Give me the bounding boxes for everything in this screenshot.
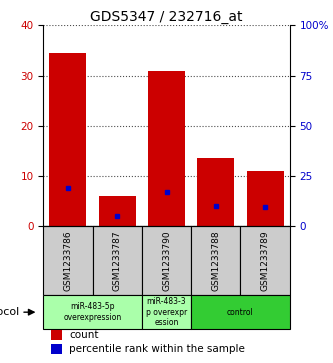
Bar — [246, 171, 284, 226]
Bar — [50, 53, 87, 226]
Bar — [142, 295, 191, 329]
Bar — [191, 226, 240, 295]
Bar — [99, 196, 136, 226]
Text: GSM1233790: GSM1233790 — [162, 230, 171, 291]
Bar — [142, 226, 191, 295]
Text: GSM1233787: GSM1233787 — [113, 230, 122, 291]
Text: percentile rank within the sample: percentile rank within the sample — [69, 344, 245, 354]
Text: GSM1233786: GSM1233786 — [63, 230, 73, 291]
Bar — [197, 158, 234, 226]
Bar — [93, 226, 142, 295]
Bar — [43, 295, 142, 329]
Text: GSM1233789: GSM1233789 — [260, 230, 270, 291]
Bar — [51, 344, 62, 354]
Bar — [51, 330, 62, 340]
Bar — [148, 70, 185, 226]
Bar — [43, 226, 93, 295]
Title: GDS5347 / 232716_at: GDS5347 / 232716_at — [90, 11, 243, 24]
Text: miR-483-5p
overexpression: miR-483-5p overexpression — [64, 302, 122, 322]
Text: count: count — [69, 330, 99, 340]
Text: control: control — [227, 308, 254, 317]
Text: miR-483-3
p overexpr
ession: miR-483-3 p overexpr ession — [146, 297, 187, 327]
Bar — [191, 295, 290, 329]
Text: GSM1233788: GSM1233788 — [211, 230, 220, 291]
Text: protocol: protocol — [0, 307, 20, 317]
Bar — [240, 226, 290, 295]
